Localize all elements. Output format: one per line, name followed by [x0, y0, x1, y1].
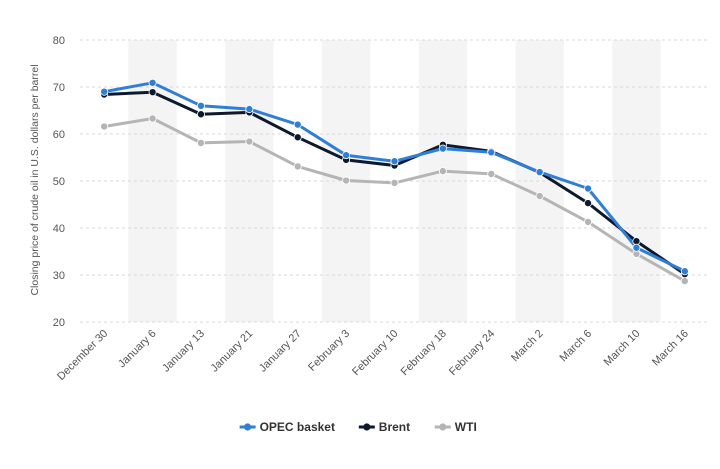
x-tick-label: March 2: [509, 328, 546, 365]
point-wti-february-24: [487, 169, 496, 178]
point-wti-december-30: [100, 122, 109, 131]
series-points: [100, 78, 689, 286]
point-wti-january-27: [293, 162, 302, 171]
x-tick-label: February 18: [399, 328, 449, 378]
point-opec-basket-march-6: [584, 184, 593, 193]
point-wti-february-18: [438, 167, 447, 176]
x-tick-label: March 16: [650, 328, 691, 369]
point-opec-basket-january-27: [293, 120, 302, 129]
point-opec-basket-january-13: [196, 101, 205, 110]
point-wti-february-3: [342, 176, 351, 185]
x-tick-label: February 24: [447, 328, 497, 378]
y-axis-title: Closing price of crude oil in U.S. dolla…: [29, 64, 41, 295]
point-brent-march-10: [632, 237, 641, 246]
x-tick-label: December 30: [55, 328, 110, 383]
point-wti-february-10: [390, 178, 399, 187]
point-brent-january-27: [293, 133, 302, 142]
legend-swatch-marker: [363, 423, 371, 431]
band-march-10: [612, 40, 661, 322]
x-tick-label: January 13: [160, 328, 207, 375]
point-opec-basket-march-16: [680, 267, 689, 276]
y-tick-label: 80: [53, 35, 65, 47]
y-tick-label: 50: [53, 176, 65, 188]
legend-item-brent[interactable]: Brent: [358, 420, 410, 434]
point-opec-basket-february-18: [438, 144, 447, 153]
x-tick-label: March 6: [558, 328, 595, 365]
y-tick-label: 20: [53, 317, 65, 329]
point-opec-basket-december-30: [100, 87, 109, 96]
point-opec-basket-january-6: [148, 78, 157, 87]
point-wti-march-6: [584, 217, 593, 226]
point-brent-january-6: [148, 88, 157, 97]
legend-swatch-marker: [439, 423, 447, 431]
x-tick-label: January 27: [257, 328, 304, 375]
point-opec-basket-february-10: [390, 157, 399, 166]
point-brent-march-6: [584, 199, 593, 208]
y-tick-label: 60: [53, 129, 65, 141]
y-tick-label: 70: [53, 82, 65, 94]
x-tick-label: February 10: [350, 328, 400, 378]
point-brent-january-13: [196, 110, 205, 119]
point-opec-basket-march-2: [535, 168, 544, 177]
y-axis-ticks: 20 30 40 50 60 70 80: [53, 35, 65, 329]
x-tick-label: January 21: [208, 328, 255, 375]
point-wti-march-16: [680, 277, 689, 286]
legend-label: OPEC basket: [260, 420, 335, 434]
legend-item-wti[interactable]: WTI: [434, 420, 477, 434]
legend-swatch-marker: [244, 423, 252, 431]
legend[interactable]: OPEC basket Brent WTI: [239, 420, 477, 434]
point-opec-basket-february-3: [342, 151, 351, 160]
y-tick-label: 30: [53, 270, 65, 282]
point-opec-basket-january-21: [245, 105, 254, 114]
x-tick-label: March 10: [602, 328, 643, 369]
x-tick-label: February 3: [306, 328, 352, 374]
point-wti-january-6: [148, 114, 157, 123]
point-wti-january-21: [245, 137, 254, 146]
point-opec-basket-march-10: [632, 243, 641, 252]
y-tick-label: 40: [53, 223, 65, 235]
x-axis-ticks: December 30 January 6 January 13 January 21…: [55, 328, 691, 383]
point-wti-march-2: [535, 192, 544, 201]
legend-label: Brent: [379, 420, 410, 434]
legend-label: WTI: [455, 420, 477, 434]
x-tick-label: January 6: [116, 328, 159, 371]
legend-item-opec-basket[interactable]: OPEC basket: [239, 420, 335, 434]
point-opec-basket-february-24: [487, 148, 496, 157]
point-wti-january-13: [196, 138, 205, 147]
